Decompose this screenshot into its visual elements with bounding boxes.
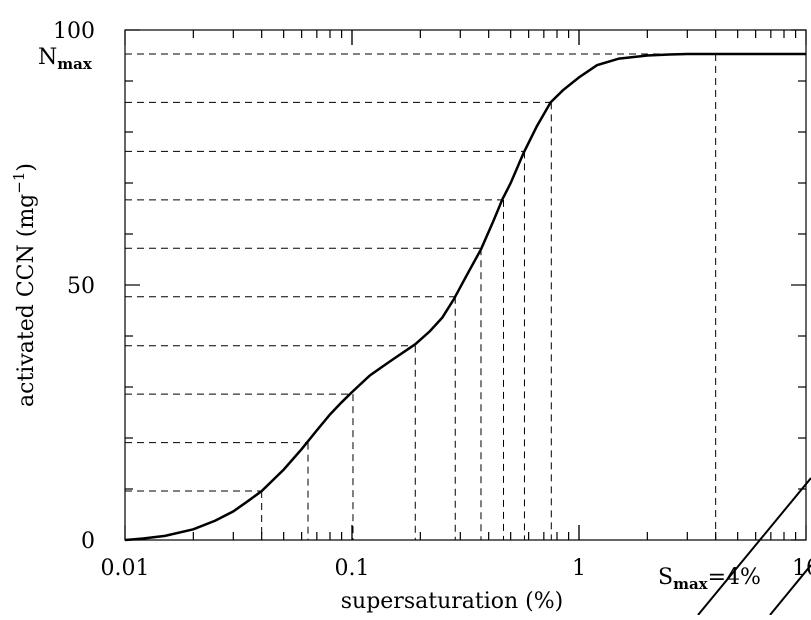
activation-curve — [124, 52, 806, 542]
reference-lines — [125, 53, 717, 540]
y-tick-label: 50 — [67, 274, 95, 299]
tick-labels: 0.010.1110050100 — [53, 19, 811, 581]
x-tick-label: 0.1 — [335, 556, 370, 581]
slant-line-1 — [697, 477, 811, 616]
y-tick-label: 0 — [81, 529, 95, 554]
x-axis-label: supersaturation (%) — [341, 589, 563, 614]
plot-frame — [124, 29, 807, 541]
x-tick-label: 1 — [572, 556, 586, 581]
y-axis-label-sup: −1 — [10, 172, 28, 194]
x-tick-label: 0.01 — [101, 556, 150, 581]
slant-line-2 — [769, 564, 811, 616]
s-max-value: =4% — [708, 565, 761, 590]
n-max-main: N — [38, 45, 57, 70]
axis-ticks — [124, 29, 807, 541]
y-axis-label-main: activated CCN (mg — [14, 194, 39, 407]
s-max-sub: max — [673, 575, 709, 593]
n-max-label: Nmax — [38, 45, 93, 73]
y-axis-label: activated CCN (mg−1) — [10, 163, 39, 407]
s-max-main: S — [658, 565, 673, 590]
y-tick-label: 100 — [53, 19, 95, 44]
x-tick-label: 10 — [792, 556, 811, 581]
s-max-label: Smax=4% — [658, 565, 761, 593]
y-axis-label-close: ) — [14, 163, 39, 172]
n-max-sub: max — [57, 55, 93, 73]
